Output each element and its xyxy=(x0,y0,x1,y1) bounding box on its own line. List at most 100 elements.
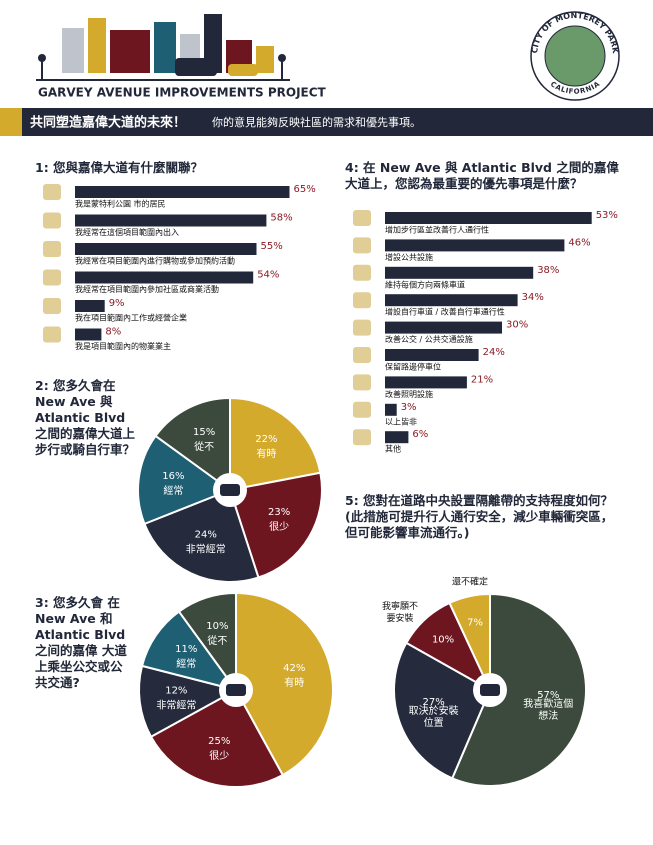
category-label: 改善公交 / 公共交通設施 xyxy=(385,334,473,344)
bar xyxy=(385,349,479,361)
category-label: 我經常在這個項目範圍內出入 xyxy=(75,227,179,237)
category-label: 以上皆非 xyxy=(385,416,417,426)
icon xyxy=(353,429,371,446)
category-label: 很少 xyxy=(209,749,229,762)
banner-title: 共同塑造嘉偉大道的未來！ xyxy=(30,115,186,131)
category-label: 增加步行區並改善行人通行性 xyxy=(385,225,489,235)
bar xyxy=(75,271,254,284)
category-label: 很少 xyxy=(269,520,289,533)
bar xyxy=(75,214,267,227)
value-label: 27% xyxy=(423,697,445,708)
icon xyxy=(353,210,371,226)
pie-slice xyxy=(149,688,285,788)
value-label: 55% xyxy=(261,241,283,252)
value-label: 6% xyxy=(412,429,428,440)
category-label: 增設公共設施 xyxy=(385,252,433,262)
icon xyxy=(43,326,61,343)
category-label: 有時 xyxy=(284,676,304,689)
icon xyxy=(353,292,371,309)
pie-slice xyxy=(235,591,334,777)
value-label: 15% xyxy=(193,427,215,438)
category-label: 非常經常 xyxy=(156,699,196,712)
category-label: 經常 xyxy=(176,657,196,670)
bar xyxy=(75,186,290,198)
value-label: 10% xyxy=(206,621,228,632)
icon xyxy=(43,269,61,286)
category-label: 我喜歡這個想法 xyxy=(523,697,573,722)
value-label: 22% xyxy=(255,434,277,445)
seal: CITY OF MONTEREY PARK CALIFORNIA xyxy=(530,11,620,101)
value-label: 21% xyxy=(471,374,493,385)
category-label: 我經常在項目範圍內進行購物或參加預約活動 xyxy=(75,256,235,266)
icon xyxy=(353,347,371,363)
banner-text: 你的意見能夠反映社區的需求和優先事項。 xyxy=(212,115,421,129)
value-label: 54% xyxy=(257,270,279,281)
pie-slice xyxy=(177,591,237,694)
category-label: 增設自行車道 / 改善自行車通行性 xyxy=(385,307,505,317)
category-label: 維持每個方向兩條車道 xyxy=(385,279,465,289)
center-icon-glyph xyxy=(226,684,246,696)
value-label: 16% xyxy=(162,471,184,482)
bar xyxy=(385,376,467,389)
chart-title: 1: 您與嘉偉大道有什麼關聯？ xyxy=(35,160,204,175)
value-label: 24% xyxy=(483,347,505,358)
category-label: 我是蒙特利公園 市的居民 xyxy=(75,199,166,209)
value-label: 7% xyxy=(467,618,483,629)
value-label: 9% xyxy=(109,298,125,309)
pie-slice xyxy=(448,592,491,691)
center-icon-glyph xyxy=(220,484,240,496)
banner xyxy=(0,108,653,136)
project-name: GARVEY AVENUE IMPROVEMENTS PROJECT xyxy=(38,86,327,100)
bar xyxy=(385,431,409,444)
value-label: 3% xyxy=(401,402,417,413)
value-label: 12% xyxy=(165,686,187,697)
value-label: 10% xyxy=(432,634,454,645)
value-label: 8% xyxy=(105,327,121,338)
value-label: 34% xyxy=(522,292,544,303)
value-label: 46% xyxy=(568,237,590,248)
bar xyxy=(75,300,105,312)
chart-title: 3: 您多久會 在 New Ave 和 Atlantic Blvd 之间的嘉偉 … xyxy=(35,595,127,690)
value-label: 57% xyxy=(537,690,559,701)
icon xyxy=(353,401,371,418)
center-icon-glyph xyxy=(480,684,500,696)
bar xyxy=(75,243,257,255)
bar xyxy=(385,403,397,416)
category-label: 保留路邊停車位 xyxy=(385,362,441,372)
category-label: 我經常在項目範圍內參加社區或商業活動 xyxy=(75,284,219,294)
value-label: 23% xyxy=(268,507,290,518)
pie-slice xyxy=(138,664,239,739)
category-label: 我在項目範圍內工作或經營企業 xyxy=(75,313,187,323)
value-label: 25% xyxy=(208,736,230,747)
pie-slice xyxy=(229,396,322,492)
icon xyxy=(353,237,371,254)
category-label: 非常經常 xyxy=(186,543,226,556)
bar xyxy=(385,266,534,279)
pie-slice xyxy=(228,471,323,579)
category-label: 我寧願不要安裝 xyxy=(382,600,418,624)
bar xyxy=(385,212,592,224)
icon xyxy=(353,264,371,281)
category-label: 取決於安裝位置 xyxy=(409,704,459,729)
pie-slice xyxy=(140,610,239,692)
icon xyxy=(353,319,371,336)
category-label: 有時 xyxy=(256,447,276,460)
icon xyxy=(43,241,61,257)
category-label: 從不 xyxy=(207,634,227,647)
value-label: 42% xyxy=(283,663,305,674)
pie-slice xyxy=(450,592,587,787)
bar xyxy=(385,294,518,307)
category-label: 其他 xyxy=(385,444,401,454)
chart-title: 5: 您對在道路中央設置隔離帶的支持程度如何？(此措施可提升行人通行安全，減少車… xyxy=(345,493,614,540)
value-label: 38% xyxy=(537,265,559,276)
pie-slice xyxy=(137,434,233,526)
chart-title: 4: 在 New Ave 與 Atlantic Blvd 之間的嘉偉大道上，您認… xyxy=(345,160,619,191)
chart-title: 2: 您多久會在 New Ave 與 Atlantic Blvd 之間的嘉偉大道… xyxy=(35,378,136,457)
pie-slice xyxy=(154,396,231,492)
banner-accent xyxy=(0,108,22,136)
icon xyxy=(43,184,61,200)
category-label: 經常 xyxy=(163,484,183,497)
value-label: 11% xyxy=(175,644,197,655)
